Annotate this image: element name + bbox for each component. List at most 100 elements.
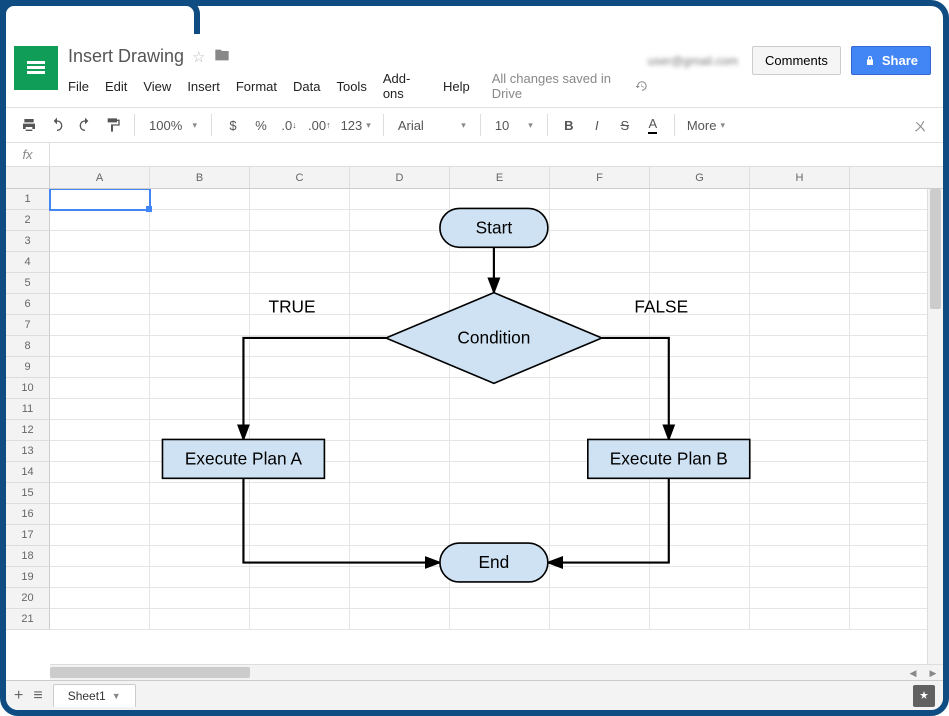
- cell[interactable]: [250, 483, 350, 504]
- cell[interactable]: [250, 567, 350, 588]
- cell[interactable]: [450, 231, 550, 252]
- cell[interactable]: [650, 294, 750, 315]
- cell[interactable]: [50, 399, 150, 420]
- cell[interactable]: [350, 357, 450, 378]
- cell[interactable]: [750, 567, 850, 588]
- paint-format-button[interactable]: [100, 112, 126, 138]
- cell[interactable]: [550, 273, 650, 294]
- cell[interactable]: [650, 357, 750, 378]
- cell[interactable]: [750, 399, 850, 420]
- cell[interactable]: [350, 336, 450, 357]
- cell[interactable]: [50, 441, 150, 462]
- row-header[interactable]: 2: [6, 210, 50, 231]
- cell[interactable]: [550, 483, 650, 504]
- percent-button[interactable]: %: [248, 112, 274, 138]
- cell[interactable]: [450, 567, 550, 588]
- row-header[interactable]: 8: [6, 336, 50, 357]
- text-color-button[interactable]: A: [640, 112, 666, 138]
- cell[interactable]: [150, 483, 250, 504]
- cell[interactable]: [250, 252, 350, 273]
- cell[interactable]: [50, 210, 150, 231]
- cell[interactable]: [750, 252, 850, 273]
- cell[interactable]: [150, 588, 250, 609]
- cell[interactable]: [350, 315, 450, 336]
- cell[interactable]: [450, 378, 550, 399]
- cell[interactable]: [550, 525, 650, 546]
- browser-tab[interactable]: [0, 0, 200, 34]
- cell[interactable]: [150, 504, 250, 525]
- cell[interactable]: [750, 273, 850, 294]
- cell[interactable]: [150, 189, 250, 210]
- cell[interactable]: [450, 399, 550, 420]
- cell[interactable]: [650, 525, 750, 546]
- cell[interactable]: [150, 252, 250, 273]
- vertical-scrollbar[interactable]: [927, 189, 943, 664]
- cell[interactable]: [550, 546, 650, 567]
- cell[interactable]: [150, 273, 250, 294]
- cell[interactable]: [650, 546, 750, 567]
- row-header[interactable]: 9: [6, 357, 50, 378]
- menu-edit[interactable]: Edit: [105, 79, 127, 94]
- menu-format[interactable]: Format: [236, 79, 277, 94]
- cell[interactable]: [750, 189, 850, 210]
- cell[interactable]: [750, 525, 850, 546]
- menu-view[interactable]: View: [143, 79, 171, 94]
- cell[interactable]: [150, 609, 250, 630]
- cell[interactable]: [50, 315, 150, 336]
- cell[interactable]: [650, 378, 750, 399]
- cell[interactable]: [750, 546, 850, 567]
- cell[interactable]: [650, 588, 750, 609]
- cell[interactable]: [50, 336, 150, 357]
- cell[interactable]: [650, 462, 750, 483]
- cell[interactable]: [550, 567, 650, 588]
- col-header[interactable]: G: [650, 167, 750, 188]
- col-header[interactable]: E: [450, 167, 550, 188]
- menu-file[interactable]: File: [68, 79, 89, 94]
- cell[interactable]: [350, 525, 450, 546]
- cell[interactable]: [650, 483, 750, 504]
- cell[interactable]: [50, 483, 150, 504]
- cell[interactable]: [350, 462, 450, 483]
- row-header[interactable]: 11: [6, 399, 50, 420]
- cell[interactable]: [50, 378, 150, 399]
- cell[interactable]: [250, 399, 350, 420]
- cell[interactable]: [350, 441, 450, 462]
- menu-help[interactable]: Help: [443, 79, 470, 94]
- cell[interactable]: [50, 252, 150, 273]
- cell[interactable]: [750, 210, 850, 231]
- cell[interactable]: [50, 504, 150, 525]
- cell[interactable]: [550, 399, 650, 420]
- col-header[interactable]: C: [250, 167, 350, 188]
- horizontal-scrollbar[interactable]: [50, 664, 927, 680]
- menu-data[interactable]: Data: [293, 79, 320, 94]
- cell[interactable]: [150, 525, 250, 546]
- row-header[interactable]: 1: [6, 189, 50, 210]
- numfmt-select[interactable]: 123: [337, 112, 375, 138]
- cell[interactable]: [550, 336, 650, 357]
- cell[interactable]: [750, 294, 850, 315]
- row-header[interactable]: 5: [6, 273, 50, 294]
- cell[interactable]: [750, 231, 850, 252]
- cell[interactable]: [150, 399, 250, 420]
- cell[interactable]: [450, 189, 550, 210]
- share-button[interactable]: Share: [851, 46, 931, 75]
- more-button[interactable]: More: [683, 112, 729, 138]
- cell[interactable]: [650, 504, 750, 525]
- col-header[interactable]: H: [750, 167, 850, 188]
- cell[interactable]: [450, 441, 550, 462]
- menu-insert[interactable]: Insert: [187, 79, 220, 94]
- cell[interactable]: [150, 567, 250, 588]
- italic-button[interactable]: I: [584, 112, 610, 138]
- cell[interactable]: [650, 189, 750, 210]
- cell[interactable]: [550, 357, 650, 378]
- cell[interactable]: [750, 441, 850, 462]
- cell[interactable]: [250, 357, 350, 378]
- collapse-toolbar-button[interactable]: ㄨ: [907, 112, 933, 138]
- cell[interactable]: [450, 315, 550, 336]
- cell[interactable]: [50, 546, 150, 567]
- cell[interactable]: [150, 315, 250, 336]
- redo-button[interactable]: [72, 112, 98, 138]
- formula-input[interactable]: [50, 143, 943, 166]
- cell[interactable]: [750, 315, 850, 336]
- cell[interactable]: [750, 420, 850, 441]
